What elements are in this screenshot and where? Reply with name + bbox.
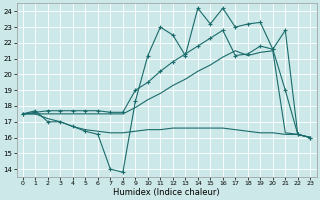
X-axis label: Humidex (Indice chaleur): Humidex (Indice chaleur)	[113, 188, 220, 197]
